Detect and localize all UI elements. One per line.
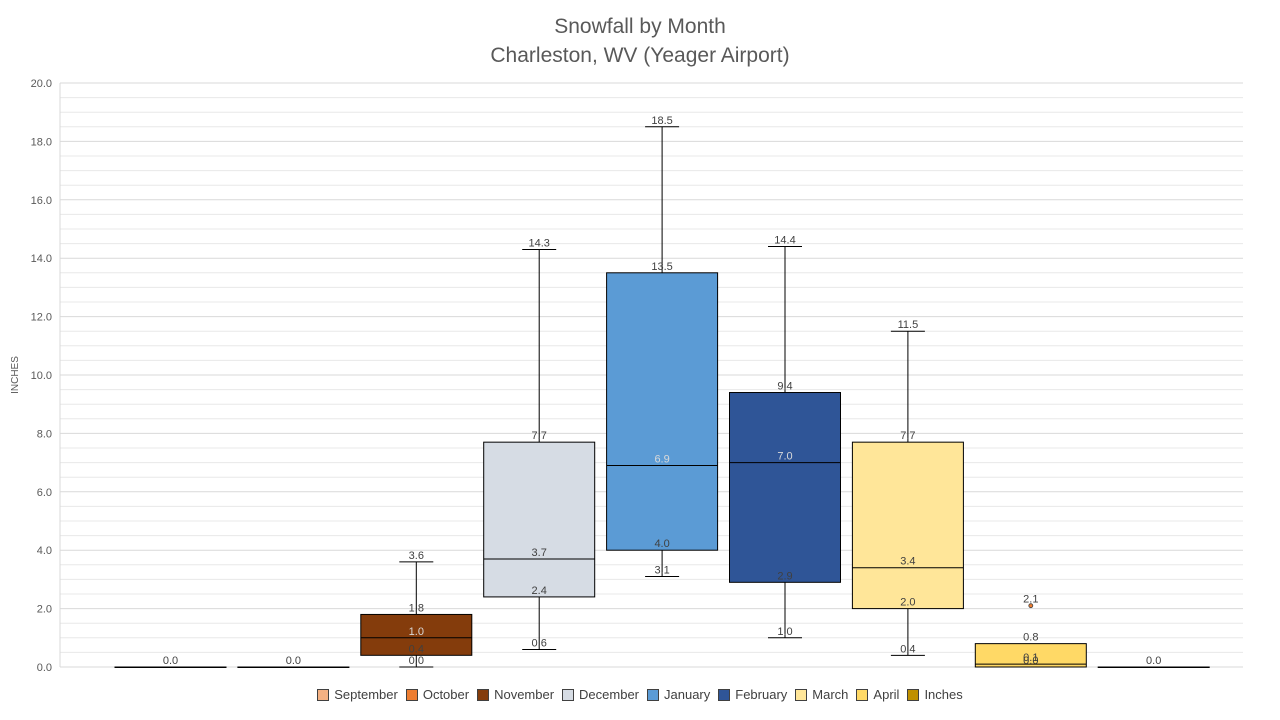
legend-swatch xyxy=(317,688,330,701)
box-february xyxy=(729,392,841,583)
data-label: 2.9 xyxy=(777,570,792,582)
legend-label: October xyxy=(422,687,470,702)
legend-label: December xyxy=(579,687,640,702)
data-label: 0.4 xyxy=(409,643,424,655)
legend-item-december: December xyxy=(562,687,639,702)
data-label: 2.1 xyxy=(1023,594,1038,606)
data-label: 0.0 xyxy=(286,655,301,667)
legend-item-january: January xyxy=(647,687,710,702)
legend-item-february: February xyxy=(718,687,787,702)
legend-swatch xyxy=(718,688,731,701)
legend-swatch xyxy=(795,688,808,701)
y-tick-label: 2.0 xyxy=(37,604,52,616)
y-tick-label: 10.0 xyxy=(31,370,52,382)
data-label: 3.6 xyxy=(409,550,424,562)
y-axis: 0.0 2.0 4.0 6.0 8.0 10.0 12.0 14.0 16.0 18.0 20.0 xyxy=(31,78,52,674)
data-label: 3.4 xyxy=(900,556,915,568)
data-label: 14.3 xyxy=(528,237,549,249)
data-label: 0.0 xyxy=(1146,655,1161,667)
data-label: 0.0 xyxy=(409,655,424,667)
data-label: 1.0 xyxy=(409,626,424,638)
legend-swatch xyxy=(647,688,660,701)
y-tick-label: 8.0 xyxy=(37,428,52,440)
chart-title: Snowfall by Month xyxy=(554,15,726,38)
data-label: 14.4 xyxy=(774,235,795,247)
data-label: 0.8 xyxy=(1023,632,1038,644)
y-tick-label: 16.0 xyxy=(31,195,52,207)
data-label: 9.4 xyxy=(777,381,792,393)
data-label: 0.0 xyxy=(1023,655,1038,667)
data-label: 0.6 xyxy=(532,637,547,649)
data-label: 0.4 xyxy=(900,643,915,655)
data-label: 1.8 xyxy=(409,602,424,614)
box-march xyxy=(851,441,964,610)
legend-label: September xyxy=(334,687,398,702)
boxes xyxy=(114,126,1210,668)
legend-label: March xyxy=(812,687,849,702)
y-axis-title: INCHES xyxy=(10,356,21,394)
data-label: 3.1 xyxy=(654,564,669,576)
legend-item-september: September xyxy=(317,687,398,702)
legend-item-october: October xyxy=(405,687,470,702)
y-tick-label: 20.0 xyxy=(31,78,52,90)
box-december xyxy=(483,441,596,598)
legend-item-november: November xyxy=(477,687,554,702)
data-label: 7.7 xyxy=(900,430,915,442)
legend-label: November xyxy=(494,687,555,702)
legend-item-march: March xyxy=(795,687,848,702)
data-label: 3.7 xyxy=(532,547,547,559)
legend: September October November December January F… xyxy=(0,687,1280,704)
data-label: 18.5 xyxy=(651,115,672,127)
legend-label: Inches xyxy=(924,687,963,702)
chart-subtitle: Charleston, WV (Yeager Airport) xyxy=(490,44,790,67)
chart-title-block: Snowfall by Month Charleston, WV (Yeager… xyxy=(0,12,1280,70)
outlier-point xyxy=(1028,603,1034,609)
data-label: 6.9 xyxy=(654,454,669,466)
legend-item-inches: Inches xyxy=(907,687,963,702)
y-tick-label: 0.0 xyxy=(37,662,52,674)
legend-swatch xyxy=(856,688,869,701)
data-label: 11.5 xyxy=(898,319,919,331)
data-label: 4.0 xyxy=(654,538,669,550)
y-tick-label: 4.0 xyxy=(37,545,52,557)
legend-swatch xyxy=(477,688,490,701)
legend-label: January xyxy=(664,687,711,702)
y-tick-label: 6.0 xyxy=(37,487,52,499)
legend-item-april: April xyxy=(856,687,899,702)
data-label: 7.7 xyxy=(532,430,547,442)
data-label: 0.1 xyxy=(1023,652,1038,664)
y-tick-label: 14.0 xyxy=(31,253,52,265)
legend-swatch xyxy=(405,688,418,701)
box-january xyxy=(606,272,719,551)
data-label: 13.5 xyxy=(651,261,672,273)
y-tick-label: 18.0 xyxy=(31,136,52,148)
data-label: 2.0 xyxy=(900,597,915,609)
data-label: 0.0 xyxy=(163,655,178,667)
legend-label: April xyxy=(873,687,900,702)
legend-label: February xyxy=(735,687,788,702)
legend-swatch xyxy=(562,688,575,701)
data-label: 2.4 xyxy=(532,585,547,597)
data-label: 1.0 xyxy=(777,626,792,638)
y-tick-label: 12.0 xyxy=(31,312,52,324)
legend-swatch xyxy=(907,688,920,701)
data-labels: 0.0 0.03.61.81.00.40.014.37.73.72.40.618.… xyxy=(163,115,1161,667)
box-april xyxy=(974,643,1087,668)
data-label: 7.0 xyxy=(777,451,792,463)
box-november xyxy=(360,613,473,656)
